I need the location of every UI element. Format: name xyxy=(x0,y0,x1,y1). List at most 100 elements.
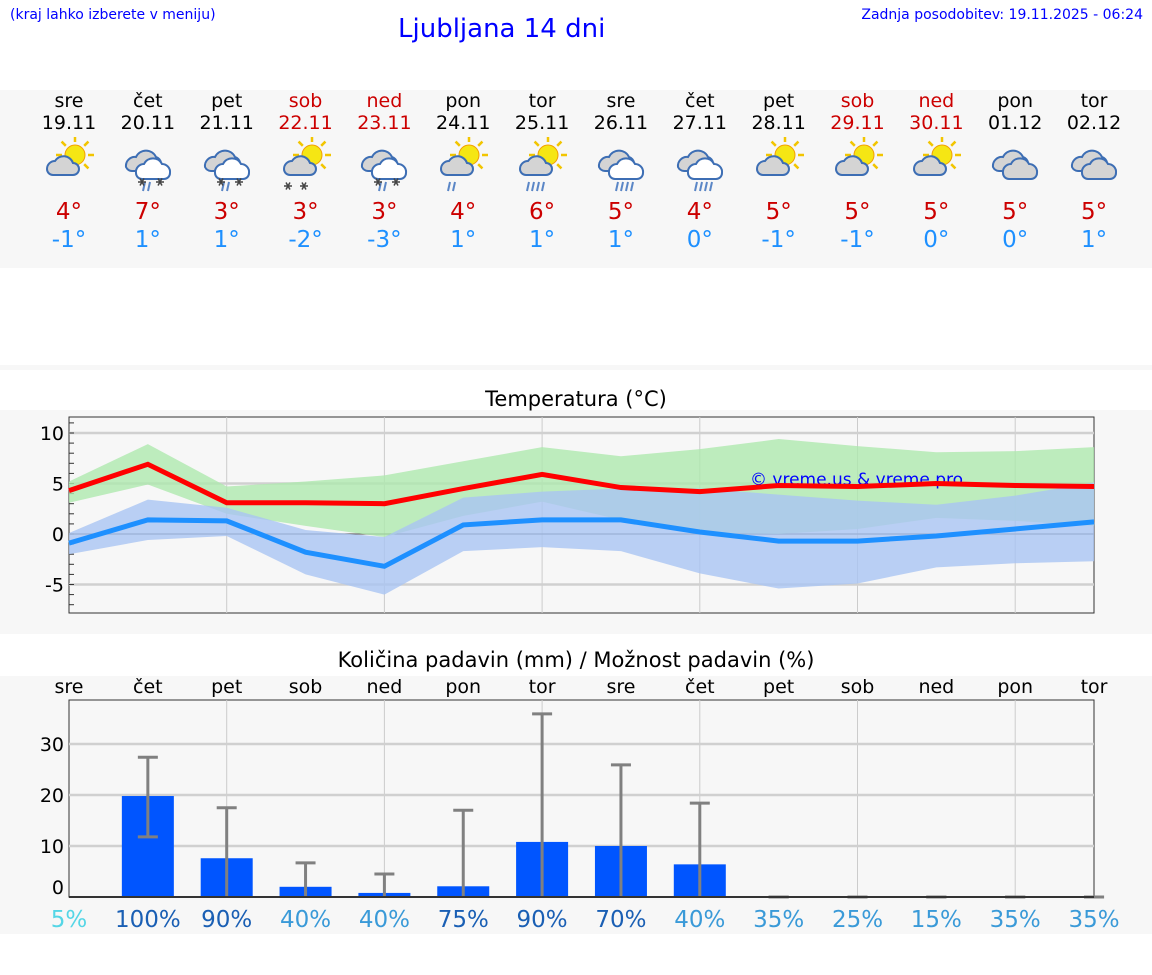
day-date: 19.11 xyxy=(41,112,97,134)
precipitation-probability: 25% xyxy=(832,907,883,933)
y-tick-label: 10 xyxy=(40,836,64,858)
max-temp: 5° xyxy=(1002,199,1029,225)
max-temp: 3° xyxy=(213,199,240,225)
y-tick-label: 0 xyxy=(52,524,64,546)
min-temp: -3° xyxy=(367,227,402,253)
precipitation-probability: 90% xyxy=(517,907,568,933)
max-temp: 3° xyxy=(371,199,398,225)
day-date: 23.11 xyxy=(357,112,412,134)
day-axis-label: tor xyxy=(1081,676,1108,698)
day-date: 27.11 xyxy=(672,112,727,134)
min-temp: 1° xyxy=(134,227,161,253)
max-temp: 4° xyxy=(450,199,477,225)
day-name: čet xyxy=(133,90,163,112)
day-date: 29.11 xyxy=(830,112,885,134)
min-temp: -1° xyxy=(840,227,875,253)
day-axis-label: ned xyxy=(367,676,403,698)
min-temp-range-band xyxy=(69,482,1095,595)
day-column: tor 02.12 5° 1° xyxy=(1055,90,1133,254)
precipitation-probability: 35% xyxy=(990,907,1041,933)
min-temp: -1° xyxy=(761,227,796,253)
sun-cloud-icon xyxy=(740,134,818,196)
day-axis-label: pet xyxy=(763,676,794,698)
day-name: sre xyxy=(606,90,636,112)
day-column: sre 19.11 4° -1° xyxy=(30,90,108,254)
y-tick-label: 10 xyxy=(40,423,64,445)
min-temp: 0° xyxy=(923,227,950,253)
city-menu-hint: (kraj lahko izberete v meniju) xyxy=(10,7,216,23)
day-column: pon 01.12 5° 0° xyxy=(976,90,1054,254)
day-name: tor xyxy=(528,90,556,112)
day-column: čet 27.11 4° 0° xyxy=(661,90,739,254)
day-column: sob 22.11 3° -2° xyxy=(267,90,345,254)
day-date: 20.11 xyxy=(120,112,176,134)
day-column: pon 24.11 4° 1° xyxy=(424,90,502,254)
max-temp: 5° xyxy=(765,199,792,225)
day-axis-label: čet xyxy=(133,676,163,698)
day-axis-label: pet xyxy=(211,676,242,698)
min-temp: 1° xyxy=(1080,227,1108,253)
forecast-strip xyxy=(0,90,1152,268)
sun-cloud-icon xyxy=(30,134,108,196)
y-tick-label: 30 xyxy=(40,734,64,756)
last-updated: Zadnja posodobitev: 19.11.2025 - 06:24 xyxy=(861,7,1143,23)
precipitation-probability: 70% xyxy=(595,907,646,933)
precipitation-probability: 35% xyxy=(1068,907,1119,933)
day-date: 01.12 xyxy=(987,112,1043,134)
day-name: pet xyxy=(211,90,243,112)
sun-cloud-icon xyxy=(819,134,897,196)
day-name: pon xyxy=(997,90,1034,112)
day-axis-label: pon xyxy=(997,676,1033,698)
min-temp: 1° xyxy=(450,227,477,253)
day-name: sob xyxy=(288,90,323,112)
min-temp: 1° xyxy=(607,227,634,253)
day-axis-label: ned xyxy=(918,676,954,698)
page-title: Ljubljana 14 dni xyxy=(398,14,606,44)
min-temp: 0° xyxy=(686,227,713,253)
precipitation-probability: 90% xyxy=(201,907,252,933)
y-tick-label: 20 xyxy=(40,785,64,807)
clouds-icon xyxy=(976,134,1054,196)
clouds-rain-icon xyxy=(582,134,660,196)
day-name: ned xyxy=(366,90,403,112)
day-name: čet xyxy=(685,90,715,112)
min-temp: -1° xyxy=(51,227,87,253)
temperature-chart-title: Temperatura (°C) xyxy=(485,387,667,411)
max-temp: 7° xyxy=(134,199,161,225)
clouds-rain-snow-icon xyxy=(109,134,187,196)
clouds-rain-snow-icon xyxy=(345,134,423,196)
max-temp: 3° xyxy=(292,199,319,225)
precipitation-probability: 15% xyxy=(911,907,962,933)
precipitation-probability: 75% xyxy=(438,907,489,933)
day-column: ned 23.11 3° -3° xyxy=(345,90,423,254)
min-temp: -2° xyxy=(288,227,323,253)
sun-cloud-heavy-rain-icon xyxy=(503,134,581,196)
max-temp: 4° xyxy=(55,199,83,225)
day-name: ned xyxy=(918,90,955,112)
day-date: 25.11 xyxy=(514,112,570,134)
max-temp: 6° xyxy=(529,199,556,225)
sun-cloud-snow-icon xyxy=(267,134,345,196)
max-temp: 5° xyxy=(923,199,950,225)
day-axis-label: tor xyxy=(529,676,556,698)
clouds-rain-snow-icon xyxy=(188,134,266,196)
day-date: 02.12 xyxy=(1066,112,1122,134)
precipitation-chart-title: Količina padavin (mm) / Možnost padavin … xyxy=(337,648,815,672)
day-date: 24.11 xyxy=(436,112,491,134)
day-date: 28.11 xyxy=(751,112,806,134)
day-axis-label: sob xyxy=(841,676,875,698)
max-temp: 5° xyxy=(1080,199,1108,225)
y-tick-label: 0 xyxy=(52,877,64,899)
precipitation-probability: 5% xyxy=(51,907,88,933)
max-temp: 5° xyxy=(607,199,634,225)
precipitation-probability: 40% xyxy=(280,907,331,933)
day-date: 22.11 xyxy=(278,112,333,134)
max-temp-line xyxy=(68,461,1095,507)
precipitation-probability: 100% xyxy=(115,907,181,933)
precipitation-probability: 40% xyxy=(674,907,725,933)
clouds-rain-icon xyxy=(661,134,739,196)
day-column: ned 30.11 5° 0° xyxy=(897,90,975,254)
day-name: pon xyxy=(445,90,482,112)
min-temp: 1° xyxy=(529,227,556,253)
